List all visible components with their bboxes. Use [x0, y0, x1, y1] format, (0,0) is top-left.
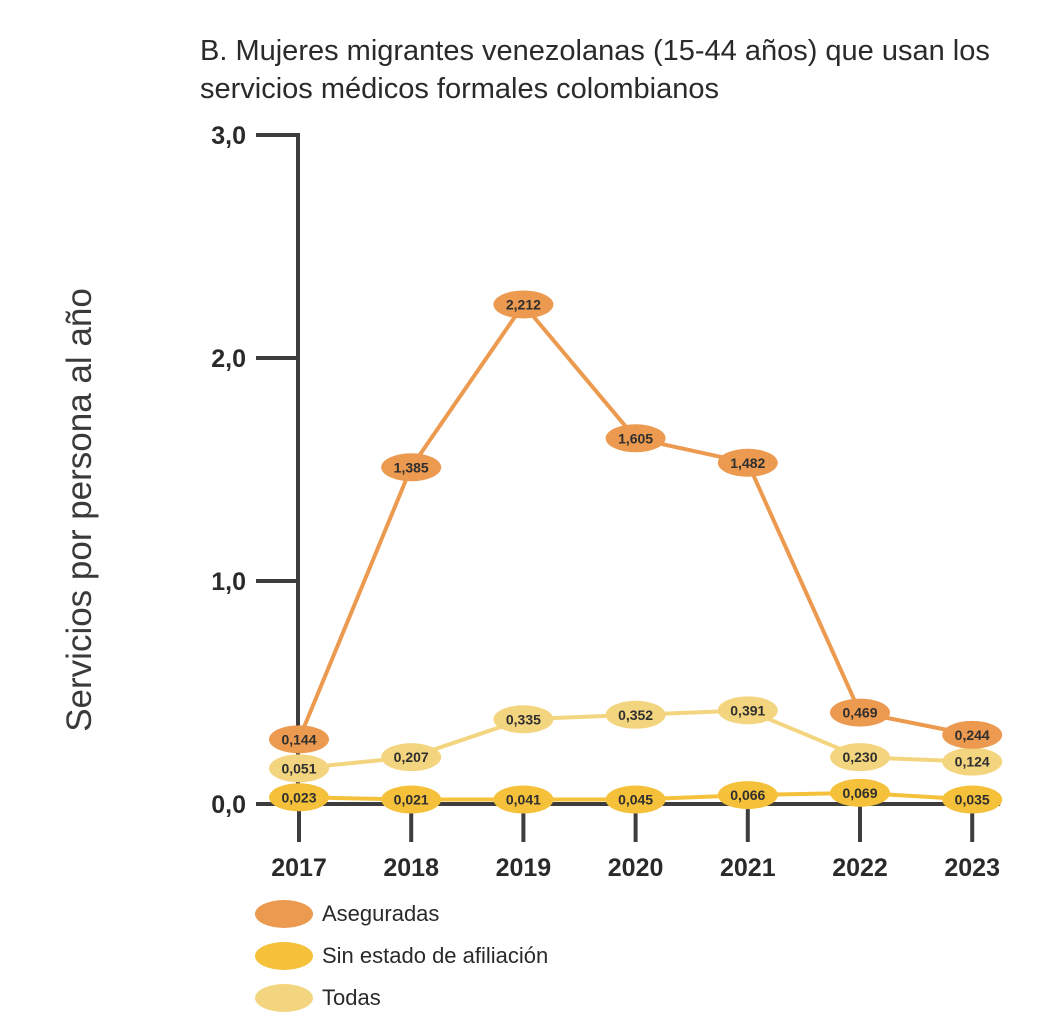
data-point: [269, 725, 329, 754]
data-point: [269, 754, 329, 783]
x-tick-label: 2023: [944, 854, 1000, 882]
legend-swatch: [255, 984, 313, 1012]
data-point: [942, 785, 1003, 814]
legend-label: Sin estado de afiliación: [322, 943, 549, 968]
data-point: [830, 778, 890, 807]
data-label: 1,605: [618, 430, 653, 446]
data-label: 0,244: [955, 727, 990, 743]
y-tick-label: 2,0: [211, 345, 246, 373]
data-label: 0,144: [281, 731, 316, 747]
data-point: [830, 743, 890, 772]
data-label: 0,335: [506, 711, 541, 727]
legend-item: Aseguradas: [255, 893, 548, 935]
data-point: [381, 785, 442, 814]
series-line: [297, 302, 973, 741]
legend-swatch: [255, 942, 313, 970]
data-point: [717, 448, 778, 477]
data-point: [605, 785, 666, 814]
data-point: [605, 424, 666, 453]
legend-label: Todas: [322, 985, 381, 1010]
legend-item: Todas: [255, 977, 548, 1019]
data-point: [830, 698, 890, 727]
data-label: 0,066: [730, 787, 765, 803]
data-label: 2,212: [506, 296, 541, 312]
data-label: 0,391: [730, 702, 765, 718]
data-label: 0,124: [955, 754, 990, 770]
x-tick-label: 2018: [383, 854, 439, 882]
data-label: 0,352: [618, 707, 653, 723]
data-label: 0,035: [955, 792, 990, 808]
data-label: 1,385: [394, 459, 429, 475]
line-chart: 0,0 1,0 2,0 3,0 2017 2018 2019 2020 2021 2022 2023…: [211, 122, 1003, 882]
data-point: [493, 785, 554, 814]
x-tick-label: 2020: [608, 854, 664, 882]
y-tick-label: 0,0: [211, 791, 246, 819]
data-point: [381, 743, 442, 772]
data-label: 0,045: [618, 792, 653, 808]
x-tick-label: 2017: [271, 854, 327, 882]
legend-label: Aseguradas: [322, 901, 440, 926]
data-point: [493, 705, 554, 734]
x-tick-label: 2022: [832, 854, 888, 882]
x-tick-label: 2019: [496, 854, 552, 882]
x-tick-label: 2021: [720, 854, 776, 882]
y-tick-label: 1,0: [211, 568, 246, 596]
data-label: 0,023: [281, 789, 316, 805]
data-point: [269, 783, 329, 812]
legend-item: Sin estado de afiliación: [255, 935, 548, 977]
data-point: [605, 700, 666, 729]
data-label: 0,230: [842, 749, 877, 765]
legend-swatch: [255, 900, 313, 928]
chart-title: B. Mujeres migrantes venezolanas (15-44 …: [200, 35, 990, 105]
data-label: 0,469: [842, 705, 877, 721]
data-label: 0,051: [281, 760, 316, 776]
data-label: 0,207: [394, 749, 429, 765]
data-label: 0,021: [394, 792, 429, 808]
y-tick-label: 3,0: [211, 122, 246, 150]
data-point: [717, 781, 778, 810]
legend: Aseguradas Sin estado de afiliación Todas: [255, 893, 548, 1019]
data-label: 0,069: [842, 785, 877, 801]
data-point: [381, 453, 442, 482]
data-point: [942, 747, 1003, 776]
data-label: 0,041: [506, 792, 541, 808]
data-label: 1,482: [730, 455, 765, 471]
data-point: [942, 720, 1003, 749]
data-point: [717, 696, 778, 725]
data-point: [493, 290, 554, 319]
